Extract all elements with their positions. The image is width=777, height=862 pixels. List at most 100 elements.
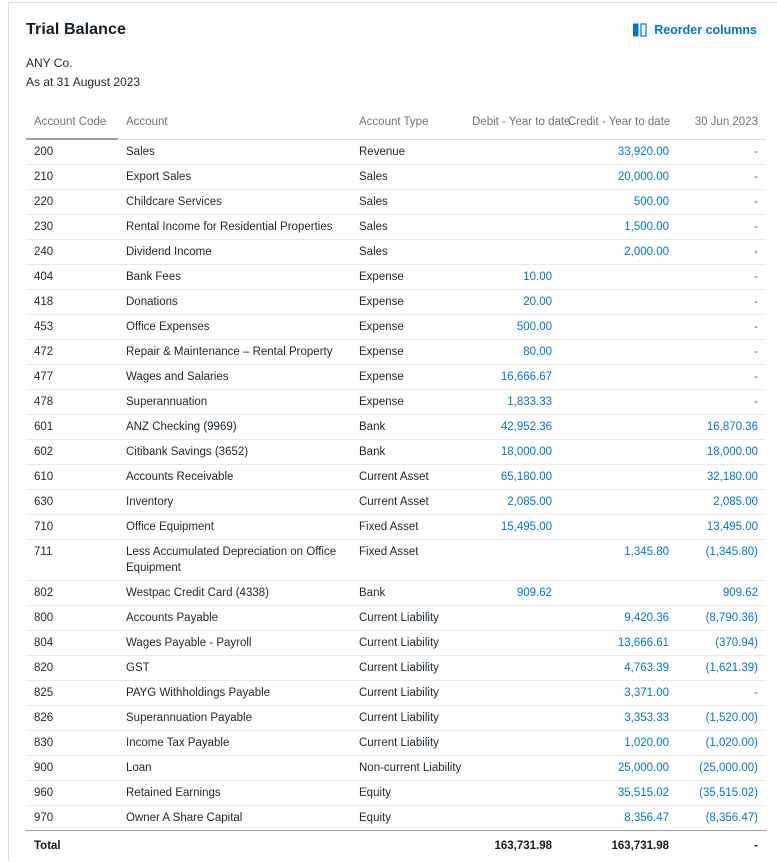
table-row: 478 Superannuation Expense 1,833.33 -: [26, 389, 766, 415]
amount-link[interactable]: (370.94): [715, 637, 758, 649]
cell-type: Expense: [351, 339, 464, 365]
cell-code: 610: [26, 464, 118, 490]
cell-debit: [464, 655, 560, 681]
cell-credit: 9,420.36: [560, 605, 677, 631]
amount-link[interactable]: 16,666.67: [500, 371, 552, 383]
amount-link[interactable]: (35,515.02): [699, 787, 758, 799]
empty-amount: -: [754, 396, 758, 408]
cell-code: 404: [26, 264, 118, 290]
amount-link[interactable]: 4,763.39: [624, 662, 669, 674]
amount-link[interactable]: 13,495.00: [706, 521, 758, 533]
cell-account: Accounts Receivable: [118, 464, 351, 490]
amount-link[interactable]: (1,520.00): [705, 712, 758, 724]
amount-link[interactable]: 2,085.00: [507, 496, 552, 508]
table-row: 240 Dividend Income Sales 2,000.00 -: [26, 239, 766, 265]
cell-code: 601: [26, 414, 118, 440]
amount-link[interactable]: 500.00: [633, 196, 669, 208]
header-account[interactable]: Account: [118, 116, 351, 140]
cell-type: Current Asset: [351, 489, 464, 515]
cell-debit: [464, 214, 560, 240]
header-30-jun-2023[interactable]: 30 Jun 2023: [677, 116, 766, 140]
cell-credit: 4,763.39: [560, 655, 677, 681]
table-row: 453 Office Expenses Expense 500.00 -: [26, 314, 766, 340]
cell-account: Rental Income for Residential Properties: [118, 214, 351, 240]
report-header: Trial Balance Reorder columns: [26, 21, 777, 39]
amount-link[interactable]: 13,666.61: [617, 637, 669, 649]
total-row: Total 163,731.98 163,731.98 -: [26, 831, 766, 862]
empty-amount: -: [754, 346, 758, 358]
amount-link[interactable]: (1,621.39): [705, 662, 758, 674]
amount-link[interactable]: 500.00: [516, 321, 552, 333]
cell-jun: 32,180.00: [677, 464, 766, 490]
cell-type: Current Liability: [351, 630, 464, 656]
cell-type: Expense: [351, 389, 464, 415]
cell-account: Office Expenses: [118, 314, 351, 340]
amount-link[interactable]: 20,000.00: [617, 171, 669, 183]
amount-link[interactable]: 65,180.00: [500, 471, 552, 483]
cell-credit: [560, 264, 677, 290]
amount-link[interactable]: (8,790.36): [705, 612, 758, 624]
amount-link[interactable]: 2,085.00: [713, 496, 758, 508]
amount-link[interactable]: 909.62: [722, 587, 758, 599]
amount-link[interactable]: 25,000.00: [617, 762, 669, 774]
amount-link[interactable]: 15,495.00: [500, 521, 552, 533]
cell-type: Current Liability: [351, 730, 464, 756]
cell-credit: 13,666.61: [560, 630, 677, 656]
cell-debit: 15,495.00: [464, 514, 560, 540]
amount-link[interactable]: 1,345.80: [624, 546, 669, 558]
cell-credit: 3,353.33: [560, 705, 677, 731]
amount-link[interactable]: (8,356.47): [705, 812, 758, 824]
amount-link[interactable]: (25,000.00): [699, 762, 758, 774]
amount-link[interactable]: 16,870.36: [706, 421, 758, 433]
cell-account: Repair & Maintenance – Rental Property: [118, 339, 351, 365]
amount-link[interactable]: 2,000.00: [624, 246, 669, 258]
amount-link[interactable]: (1,020.00): [705, 737, 758, 749]
amount-link[interactable]: 10.00: [523, 271, 552, 283]
header-credit-ytd[interactable]: Credit - Year to date: [560, 116, 677, 140]
cell-type: Sales: [351, 214, 464, 240]
amount-link[interactable]: 9,420.36: [624, 612, 669, 624]
cell-account: Income Tax Payable: [118, 730, 351, 756]
amount-link[interactable]: (1,345.80): [705, 546, 758, 558]
header-debit-ytd[interactable]: Debit - Year to date: [464, 116, 570, 140]
amount-link[interactable]: 80.00: [523, 346, 552, 358]
amount-link[interactable]: 33,920.00: [617, 145, 669, 158]
amount-link[interactable]: 1,500.00: [624, 221, 669, 233]
empty-amount: -: [754, 271, 758, 283]
header-account-type[interactable]: Account Type: [351, 116, 464, 140]
cell-jun: -: [677, 680, 766, 706]
empty-amount: -: [754, 221, 758, 233]
amount-link[interactable]: 20.00: [523, 296, 552, 308]
amount-link[interactable]: 8,356.47: [624, 812, 669, 824]
amount-link[interactable]: 3,353.33: [624, 712, 669, 724]
amount-link[interactable]: 909.62: [516, 587, 552, 599]
amount-link[interactable]: 18,000.00: [706, 446, 758, 458]
amount-link[interactable]: 42,952.36: [500, 421, 552, 433]
cell-account: PAYG Withholdings Payable: [118, 680, 351, 706]
header-account-code[interactable]: Account Code: [26, 116, 118, 140]
total-30-jun: -: [754, 840, 758, 852]
table-row: 477 Wages and Salaries Expense 16,666.67 -: [26, 364, 766, 390]
report-date: As at 31 August 2023: [26, 75, 141, 89]
cell-debit: [464, 680, 560, 706]
amount-link[interactable]: 18,000.00: [500, 446, 552, 458]
cell-account: Westpac Credit Card (4338): [118, 580, 351, 606]
reorder-columns-button[interactable]: Reorder columns: [633, 23, 757, 37]
amount-link[interactable]: 1,020.00: [624, 737, 669, 749]
amount-link[interactable]: 35,515.02: [617, 787, 669, 799]
table-row: 900 Loan Non-current Liability 25,000.00 (25…: [26, 755, 766, 781]
cell-account: Childcare Services: [118, 189, 351, 215]
amount-link[interactable]: 1,833.33: [507, 396, 552, 408]
table-header-row: Account Code Account Account Type Debit …: [26, 116, 766, 140]
cell-jun: (1,520.00): [677, 705, 766, 731]
amount-link[interactable]: 3,371.00: [624, 687, 669, 699]
cell-code: 240: [26, 239, 118, 265]
cell-jun: (8,790.36): [677, 605, 766, 631]
empty-amount: -: [754, 196, 758, 208]
cell-account: Wages Payable - Payroll: [118, 630, 351, 656]
cell-code: 800: [26, 605, 118, 631]
amount-link[interactable]: 32,180.00: [706, 471, 758, 483]
cell-code: 826: [26, 705, 118, 731]
cell-credit: [560, 389, 677, 415]
cell-type: Non-current Liability: [351, 755, 464, 781]
